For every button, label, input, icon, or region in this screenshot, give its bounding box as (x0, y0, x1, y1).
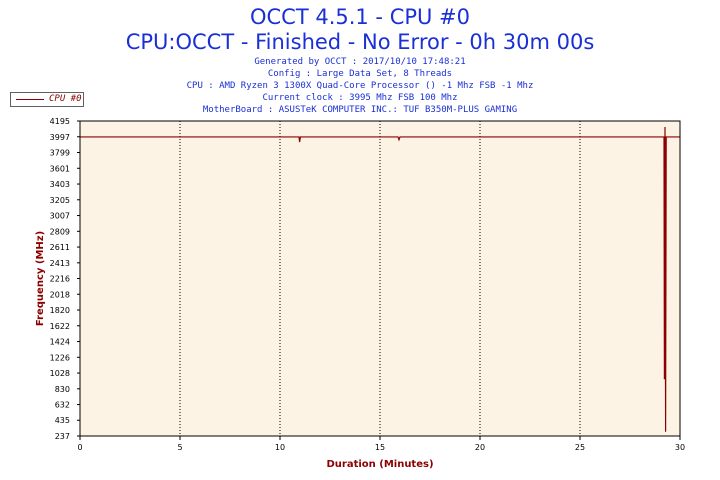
y-tick-label-4: 1028 (50, 369, 70, 378)
x-tick-label-1: 5 (177, 443, 182, 452)
y-tick-label-20: 4195 (50, 117, 70, 126)
y-tick-label-6: 1424 (50, 338, 70, 347)
y-tick-label-15: 3205 (50, 196, 70, 205)
plot-border (79, 120, 681, 437)
legend-label: CPU #0 (49, 94, 82, 104)
y-tick-label-5: 1226 (50, 353, 70, 362)
y-tick-label-3: 830 (55, 385, 70, 394)
chart-subtitle: CPU:OCCT - Finished - No Error - 0h 30m … (125, 30, 595, 54)
x-tick-label-6: 30 (675, 443, 685, 452)
x-tick-label-5: 25 (575, 443, 585, 452)
y-tick-label-18: 3799 (50, 149, 70, 158)
x-tick-label-4: 20 (475, 443, 485, 452)
series-line-cpu0 (80, 126, 680, 432)
y-axis-ticks: 237 435 632 830 1028 1226 1424 1622 1820 2018 2216… (50, 117, 80, 441)
x-tick-label-3: 15 (375, 443, 385, 452)
y-tick-label-1: 435 (55, 416, 70, 425)
info-clock: Current clock : 3995 Mhz FSB 100 Mhz (262, 93, 458, 103)
y-tick-label-7: 1622 (50, 322, 70, 331)
y-tick-label-13: 2809 (50, 227, 70, 236)
x-tick-label-2: 10 (275, 443, 285, 452)
y-tick-label-17: 3601 (50, 164, 70, 173)
info-config: Config : Large Data Set, 8 Threads (267, 69, 453, 79)
info-cpu: CPU : AMD Ryzen 3 1300X Quad-Core Proces… (186, 81, 534, 91)
info-generated: Generated by OCCT : 2017/10/10 17:48:21 (254, 57, 466, 67)
x-tick-label-0: 0 (77, 443, 82, 452)
info-block: Generated by OCCT : 2017/10/10 17:48:21 … (0, 56, 720, 116)
y-tick-label-9: 2018 (50, 290, 70, 299)
chart-title: OCCT 4.5.1 - CPU #0 (249, 5, 471, 29)
legend: CPU #0 (10, 92, 84, 107)
legend-swatch (16, 99, 44, 100)
y-tick-label-8: 1820 (50, 306, 70, 315)
x-axis-ticks: 0 5 10 15 20 25 30 (77, 436, 685, 452)
y-tick-label-2: 632 (55, 401, 70, 410)
y-tick-label-10: 2216 (50, 275, 70, 284)
y-tick-label-16: 3403 (50, 180, 70, 189)
y-axis-label: Frequency (MHz) (35, 231, 46, 326)
y-tick-label-0: 237 (55, 432, 70, 441)
y-tick-label-19: 3997 (50, 133, 70, 142)
y-tick-label-11: 2413 (50, 259, 70, 268)
y-tick-label-14: 3007 (50, 212, 70, 221)
y-tick-label-12: 2611 (50, 243, 70, 252)
plot-area (80, 121, 680, 436)
info-motherboard: MotherBoard : ASUSTeK COMPUTER INC.: TUF… (202, 105, 518, 115)
x-axis-label: Duration (Minutes) (326, 459, 433, 470)
